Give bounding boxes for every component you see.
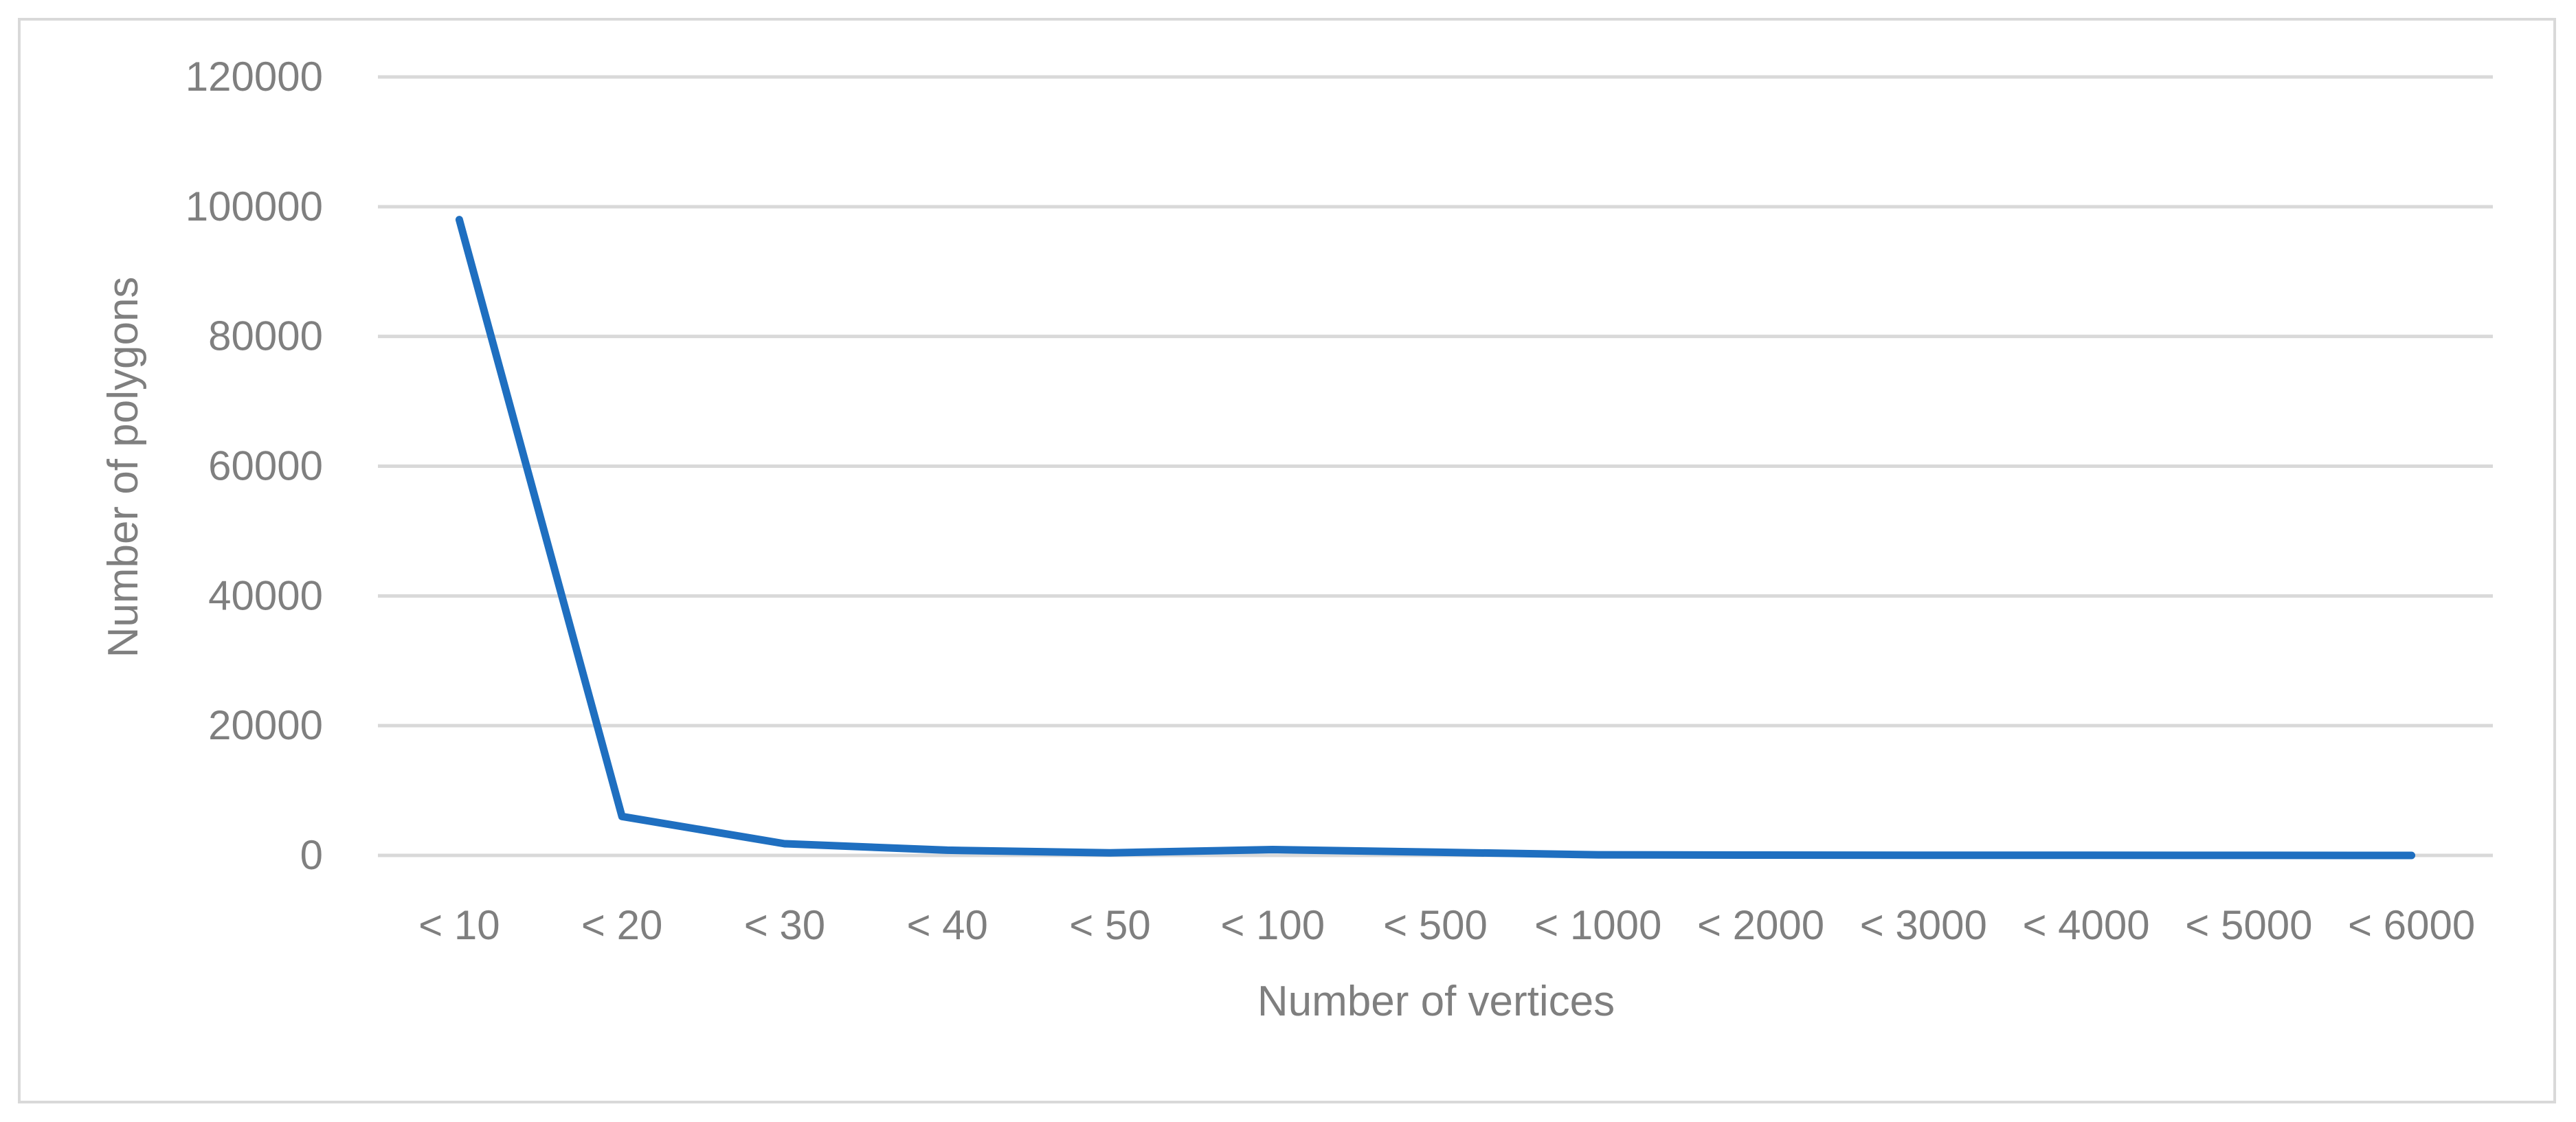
y-axis-tick-labels: 0 20000 40000 60000 80000 100000 120000 — [186, 54, 323, 878]
y-axis-title: Number of polygons — [100, 277, 147, 658]
series-layer — [455, 216, 2416, 860]
x-tick-label: < 5000 — [2185, 902, 2312, 948]
chart-frame — [18, 18, 2556, 1103]
x-axis-tick-labels: < 10 < 20 < 30 < 40 < 50 < 100 < 500 < 1000 < 20… — [418, 902, 2475, 948]
x-tick-label: < 3000 — [1860, 902, 1987, 948]
y-tick-label: 120000 — [186, 54, 323, 100]
gridlines — [378, 75, 2493, 857]
y-tick-label: 100000 — [186, 183, 323, 229]
x-tick-label: < 500 — [1383, 902, 1488, 948]
y-tick-label: 20000 — [208, 702, 323, 748]
y-tick-label: 0 — [300, 832, 323, 878]
x-tick-label: < 6000 — [2348, 902, 2475, 948]
y-tick-label: 40000 — [208, 572, 323, 618]
x-axis-title: Number of vertices — [1257, 978, 1615, 1025]
x-tick-label: < 50 — [1069, 902, 1150, 948]
x-tick-label: < 2000 — [1697, 902, 1824, 948]
y-tick-label: 60000 — [208, 443, 323, 489]
series-line-0 — [455, 216, 2416, 860]
y-tick-label: 80000 — [208, 313, 323, 359]
x-tick-label: < 40 — [906, 902, 987, 948]
x-tick-label: < 1000 — [1534, 902, 1661, 948]
x-tick-label: < 100 — [1220, 902, 1325, 948]
x-tick-label: < 10 — [418, 902, 500, 948]
x-tick-label: < 30 — [744, 902, 825, 948]
x-tick-label: < 4000 — [2022, 902, 2149, 948]
x-tick-label: < 20 — [581, 902, 662, 948]
